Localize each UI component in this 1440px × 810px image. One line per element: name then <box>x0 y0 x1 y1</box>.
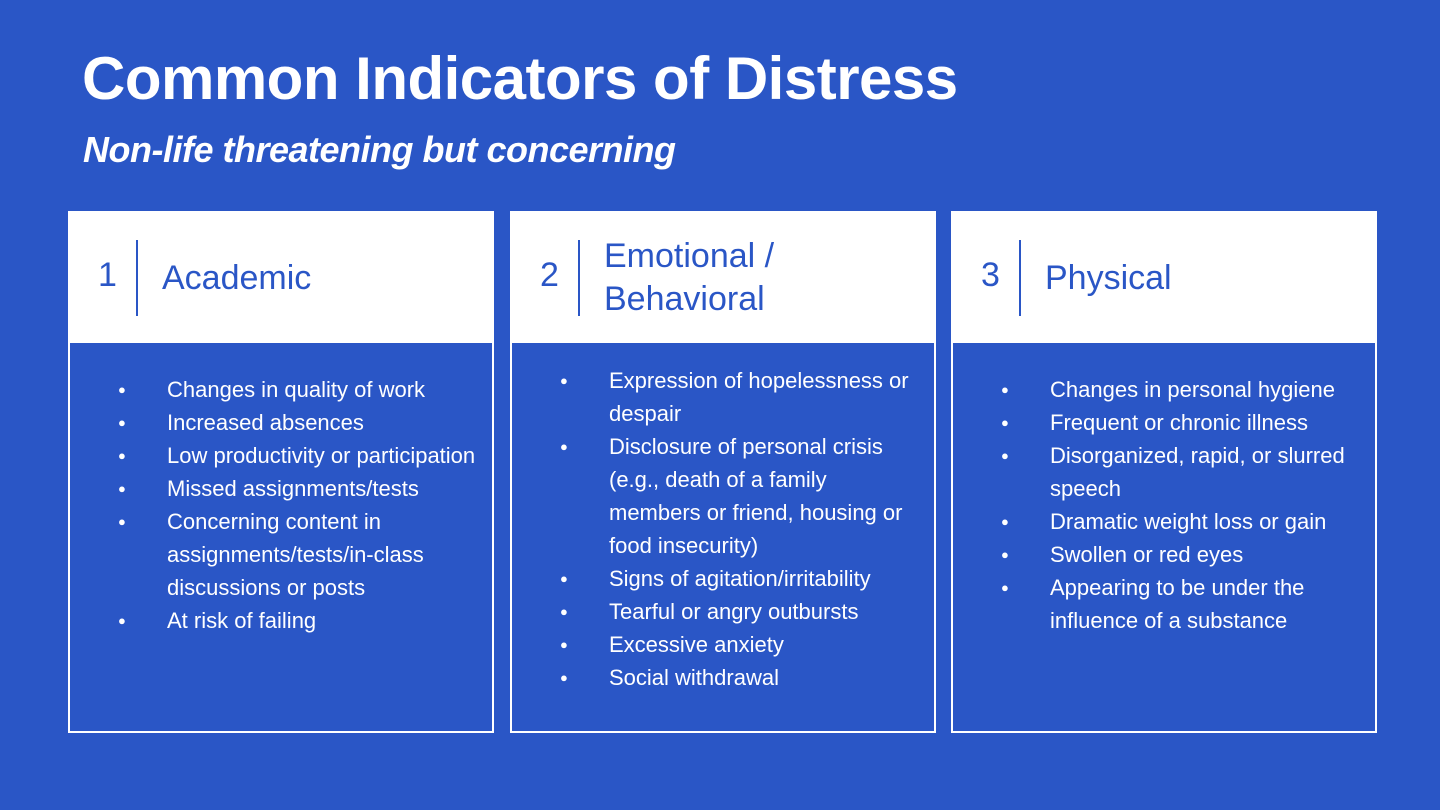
card-divider <box>1019 240 1021 316</box>
list-item: Excessive anxiety <box>512 628 934 661</box>
list-item: At risk of failing <box>70 604 492 637</box>
list-item: Expression of hopelessness or despair <box>512 364 934 430</box>
list-item: Swollen or red eyes <box>953 538 1375 571</box>
card-academic: 1 Academic Changes in quality of work In… <box>68 211 494 733</box>
card-physical: 3 Physical Changes in personal hygiene F… <box>951 211 1377 733</box>
list-item: Increased absences <box>70 406 492 439</box>
list-item: Frequent or chronic illness <box>953 406 1375 439</box>
list-item: Disclosure of personal crisis (e.g., dea… <box>512 430 934 562</box>
card-header: 2 Emotional / Behavioral <box>512 213 934 343</box>
indicator-list: Expression of hopelessness or despair Di… <box>512 364 934 694</box>
list-item: Signs of agitation/irritability <box>512 562 934 595</box>
list-item: Missed assignments/tests <box>70 472 492 505</box>
slide-subtitle: Non-life threatening but concerning <box>83 129 676 170</box>
card-title: Physical <box>1045 258 1172 297</box>
indicator-list: Changes in quality of work Increased abs… <box>70 373 492 637</box>
list-item: Appearing to be under the influence of a… <box>953 571 1375 637</box>
list-item: Disorganized, rapid, or slurred speech <box>953 439 1375 505</box>
card-divider <box>136 240 138 316</box>
list-item: Tearful or angry outbursts <box>512 595 934 628</box>
card-title: Academic <box>162 258 312 297</box>
list-item: Low productivity or participation <box>70 439 492 472</box>
card-number: 3 <box>981 256 1000 294</box>
card-number: 1 <box>98 256 117 294</box>
card-divider <box>578 240 580 316</box>
card-header: 1 Academic <box>70 213 492 343</box>
card-header: 3 Physical <box>953 213 1375 343</box>
card-title: Emotional / Behavioral <box>604 237 775 318</box>
card-number: 2 <box>540 256 559 294</box>
list-item: Social withdrawal <box>512 661 934 694</box>
list-item: Changes in quality of work <box>70 373 492 406</box>
indicator-list: Changes in personal hygiene Frequent or … <box>953 373 1375 637</box>
list-item: Dramatic weight loss or gain <box>953 505 1375 538</box>
card-emotional-behavioral: 2 Emotional / Behavioral Expression of h… <box>510 211 936 733</box>
list-item: Changes in personal hygiene <box>953 373 1375 406</box>
slide-title: Common Indicators of Distress <box>82 45 958 112</box>
list-item: Concerning content in assignments/tests/… <box>70 505 492 604</box>
